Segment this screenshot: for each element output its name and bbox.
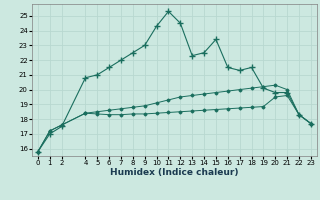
X-axis label: Humidex (Indice chaleur): Humidex (Indice chaleur) xyxy=(110,168,239,177)
